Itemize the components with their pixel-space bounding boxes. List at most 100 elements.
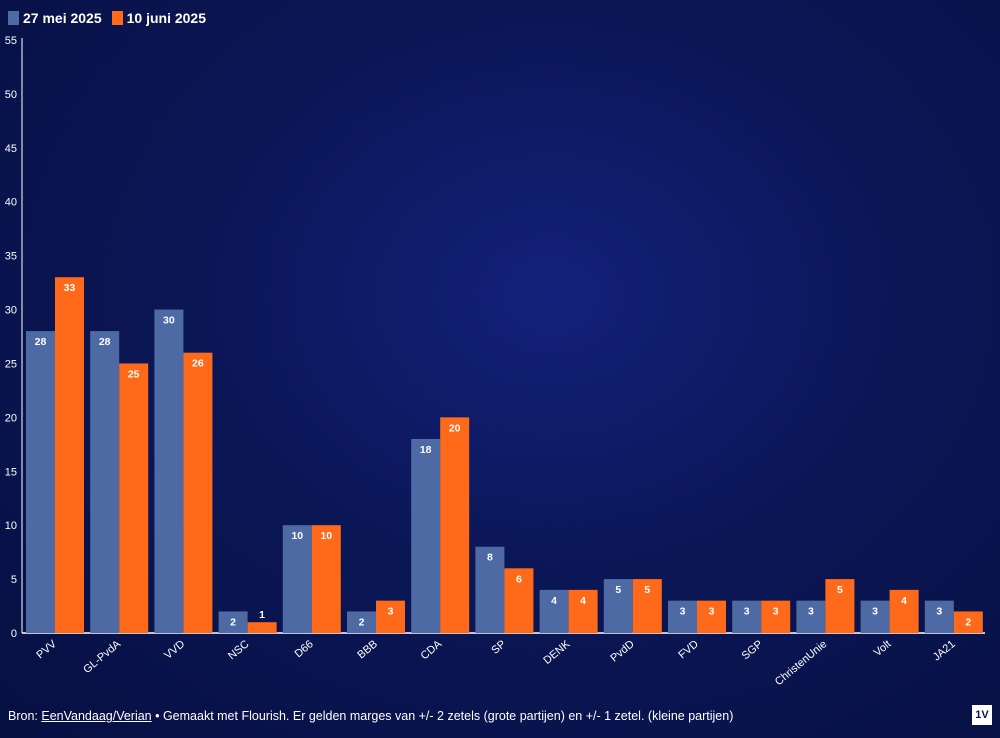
footer-note: Bron: EenVandaag/Verian • Gemaakt met Fl… (8, 709, 733, 723)
legend-item-series-2[interactable]: 10 juni 2025 (111, 10, 207, 26)
bar-value-label: 3 (744, 606, 750, 618)
bar-value-label: 6 (516, 573, 522, 585)
legend-label-series-2: 10 juni 2025 (126, 10, 207, 26)
bar-series-2 (568, 589, 598, 633)
x-tick-label: PvdD (608, 638, 636, 665)
bar-series-2 (953, 611, 983, 633)
bar-series-1 (796, 600, 826, 633)
bar-value-label: 33 (64, 282, 76, 294)
bar-value-label: 4 (580, 595, 586, 607)
bar-series-2 (761, 600, 791, 633)
bar-value-label: 4 (551, 595, 557, 607)
bar-chart: 05101520253035404550552833PVV2825GL-PvdA… (5, 35, 985, 688)
bar-value-label: 3 (680, 606, 686, 618)
x-tick-label: D66 (293, 638, 316, 660)
bar-value-label: 5 (837, 584, 843, 596)
bar-value-label: 1 (259, 609, 265, 621)
bar-value-label: 2 (359, 616, 365, 628)
y-tick-label: 10 (5, 520, 17, 532)
bar-series-1 (347, 611, 376, 633)
legend-item-series-1[interactable]: 27 mei 2025 (8, 10, 102, 26)
x-tick-label: FVD (676, 638, 701, 661)
legend-swatch-series-1 (8, 11, 19, 25)
bar-series-2 (247, 622, 277, 633)
x-tick-label: SP (489, 638, 508, 657)
y-tick-label: 55 (5, 35, 17, 47)
y-tick-label: 5 (11, 574, 17, 586)
y-tick-label: 0 (11, 628, 17, 640)
x-tick-label: GL-PvdA (81, 638, 123, 676)
bar-series-1 (218, 611, 248, 633)
bar-series-1 (282, 525, 312, 633)
bar-value-label: 5 (644, 584, 650, 596)
bar-series-1 (924, 600, 954, 633)
bar-value-label: 10 (320, 530, 332, 542)
x-tick-label: CDA (419, 638, 445, 663)
bar-value-label: 3 (709, 606, 715, 618)
bar-series-2 (632, 579, 662, 633)
y-tick-label: 35 (5, 251, 17, 263)
chart-legend: 27 mei 2025 10 juni 2025 (8, 8, 206, 28)
bar-series-2 (504, 568, 534, 633)
bar-series-2 (55, 277, 84, 633)
bar-value-label: 26 (192, 358, 204, 370)
bar-series-1 (732, 600, 762, 633)
bar-value-label: 3 (773, 606, 779, 618)
source-link[interactable]: EenVandaag/Verian (41, 709, 152, 723)
bar-series-2 (825, 579, 855, 633)
bar-series-1 (860, 600, 890, 633)
x-tick-label: PVV (34, 638, 59, 662)
x-tick-label: VVD (162, 638, 187, 662)
bar-value-label: 20 (449, 422, 461, 434)
y-tick-label: 30 (5, 305, 17, 317)
bar-value-label: 2 (965, 616, 971, 628)
x-tick-label: NSC (226, 638, 252, 662)
bar-series-2 (889, 589, 919, 633)
bar-series-2 (311, 525, 341, 633)
y-tick-label: 15 (5, 466, 17, 478)
bar-series-1 (603, 579, 633, 633)
bar-series-2 (376, 600, 405, 633)
x-tick-label: Volt (872, 638, 894, 659)
y-tick-label: 45 (5, 143, 17, 155)
bar-value-label: 3 (808, 606, 814, 618)
bar-value-label: 28 (99, 336, 111, 348)
bar-value-label: 5 (615, 584, 621, 596)
bar-series-1 (90, 331, 120, 633)
brand-logo: 1V (972, 705, 992, 725)
bar-series-1 (154, 309, 184, 633)
y-tick-label: 25 (5, 358, 17, 370)
x-tick-label: JA21 (931, 638, 958, 663)
y-tick-label: 40 (5, 197, 17, 209)
bar-value-label: 18 (420, 444, 432, 456)
x-tick-label: SGP (740, 638, 766, 662)
x-tick-label: DENK (541, 638, 573, 667)
bar-series-2 (119, 363, 149, 633)
y-tick-label: 50 (5, 89, 17, 101)
bar-series-1 (539, 589, 569, 633)
bar-series-1 (411, 438, 441, 633)
bar-value-label: 30 (163, 315, 175, 327)
bar-series-1 (26, 331, 55, 633)
bar-value-label: 25 (128, 368, 140, 380)
y-tick-label: 20 (5, 412, 17, 424)
footer-prefix: Bron: (8, 709, 42, 723)
legend-label-series-1: 27 mei 2025 (23, 10, 102, 26)
x-tick-label: BBB (355, 638, 380, 661)
legend-swatch-series-2 (111, 11, 123, 25)
bar-value-label: 3 (936, 606, 942, 618)
bar-value-label: 2 (230, 616, 236, 628)
bar-series-2 (697, 600, 726, 633)
bar-value-label: 28 (35, 336, 47, 348)
bar-series-2 (183, 352, 213, 633)
bar-value-label: 4 (901, 595, 907, 607)
bar-value-label: 3 (388, 606, 394, 618)
bar-series-1 (668, 600, 697, 633)
bar-series-1 (475, 546, 505, 633)
bar-value-label: 10 (291, 530, 303, 542)
bar-value-label: 3 (872, 606, 878, 618)
bar-value-label: 8 (487, 552, 493, 564)
bar-series-2 (440, 417, 470, 633)
footer-text: • Gemaakt met Flourish. Er gelden marges… (151, 709, 734, 723)
x-tick-label: ChristenUnie (773, 638, 829, 688)
